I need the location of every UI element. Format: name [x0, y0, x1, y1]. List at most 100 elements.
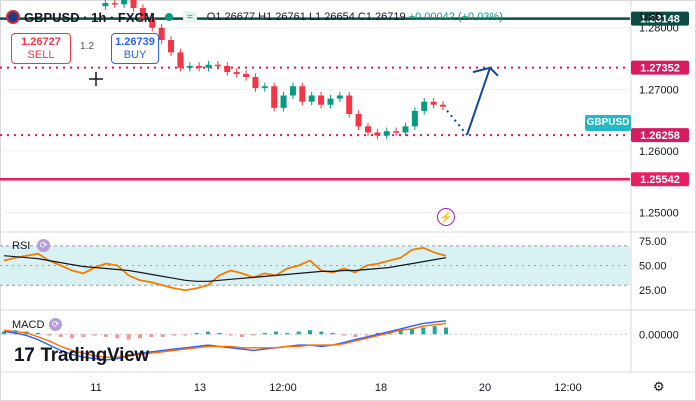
rsi-label[interactable]: RSI: [12, 240, 31, 252]
candle-body: [355, 114, 362, 127]
ohlc-low: L1.26654: [308, 11, 355, 23]
macd-histogram-bar: [262, 332, 267, 335]
tradingview-logo: 17 TradingView: [14, 345, 149, 367]
ohlc-close: C1.26719: [357, 11, 406, 23]
macd-histogram-bar: [58, 334, 63, 337]
macd-histogram-bar: [194, 332, 199, 335]
rsi-settings-icon[interactable]: ⟳: [37, 239, 50, 252]
candle-body: [430, 101, 437, 105]
macd-signal-line: [3, 322, 447, 358]
ohlc-open: O1.26677: [206, 11, 256, 23]
price-level-tag: [631, 60, 689, 75]
currency-selector[interactable]: USD: [640, 11, 664, 23]
macd-histogram-bar: [104, 334, 108, 337]
buy-label: BUY: [123, 48, 147, 61]
candle-body: [327, 98, 334, 105]
macd-histogram-bar: [398, 330, 403, 335]
buy-button[interactable]: 1.26739 BUY: [111, 33, 159, 64]
macd-histogram-bar: [410, 328, 414, 335]
rsi-tick-label: 50.00: [639, 261, 667, 273]
macd-histogram-bar: [149, 334, 154, 337]
time-tick-label: 18: [375, 382, 387, 394]
price-level-label: 1.25542: [640, 174, 680, 186]
candle-body: [289, 86, 296, 96]
sell-button[interactable]: 1.26727 SELL: [11, 33, 71, 64]
market-status-badge: ≈: [182, 11, 197, 23]
gear-icon[interactable]: ⚙: [653, 379, 665, 394]
candle-body: [214, 64, 221, 67]
macd-histogram-bar: [432, 326, 437, 335]
rsi-ma-line: [3, 255, 447, 282]
candle-body: [158, 27, 165, 41]
pair-price-label: GBPUSD: [585, 115, 631, 131]
price-level-tag: [631, 128, 689, 143]
macd-histogram-bar: [92, 334, 97, 336]
macd-histogram-bar: [206, 331, 210, 335]
macd-histogram-bar: [172, 334, 176, 336]
spread-value: 1.2: [80, 41, 94, 52]
market-status-icon: [164, 13, 173, 21]
macd-histogram-bar: [138, 334, 142, 339]
candle-body: [440, 104, 446, 107]
candle-body: [224, 65, 231, 73]
candle-body: [121, 0, 128, 5]
macd-histogram-bar: [285, 332, 290, 335]
candle-body: [308, 95, 315, 102]
macd-histogram-bar: [217, 332, 222, 335]
candle-body: [186, 65, 193, 68]
macd-histogram-bar: [81, 334, 86, 337]
candle-body: [336, 95, 343, 99]
macd-histogram-bar: [183, 334, 188, 336]
candle-body: [383, 131, 390, 136]
time-tick-label: 12:00: [554, 382, 582, 394]
macd-label[interactable]: MACD: [12, 319, 45, 331]
forecast-dotted-path: [446, 109, 468, 136]
candle-body: [243, 73, 250, 78]
flag-icon: [6, 10, 20, 24]
macd-histogram-bar: [2, 331, 6, 335]
symbol-title[interactable]: GBPUSD · 1h · FXCM: [24, 9, 155, 25]
candle-body: [168, 40, 175, 53]
candle-body: [411, 110, 418, 127]
candle-body: [402, 126, 409, 133]
macd-histogram-bar: [353, 334, 358, 337]
time-tick-label: 13: [194, 382, 206, 394]
price-tick-label: 1.25000: [639, 208, 679, 220]
macd-histogram-bar: [342, 334, 346, 336]
macd-histogram-bar: [364, 334, 369, 336]
macd-histogram-bar: [319, 331, 324, 335]
forecast-arrow: [466, 67, 491, 136]
macd-histogram-bar: [47, 334, 52, 336]
ohlc-high: H1.26761: [258, 11, 306, 23]
candle-body: [299, 86, 306, 102]
rsi-tick-label: 25.00: [639, 285, 667, 297]
candle-body: [102, 3, 109, 7]
macd-histogram-bar: [251, 334, 256, 336]
candle-body: [252, 77, 259, 89]
candle-body: [318, 95, 325, 105]
price-tick-label: 1.27000: [639, 84, 679, 96]
price-tick-label: 1.26000: [639, 146, 679, 158]
macd-histogram-bar: [115, 334, 120, 339]
macd-histogram-bar: [36, 332, 40, 335]
candle-body: [139, 8, 146, 19]
candle-body: [205, 64, 212, 68]
macd-histogram-bar: [308, 330, 312, 335]
candle-body: [196, 65, 203, 68]
candle-body: [261, 86, 268, 89]
macd-histogram-bar: [160, 334, 165, 337]
macd-histogram-bar: [228, 334, 233, 336]
candle-body: [271, 86, 278, 108]
forecast-arrowhead: [472, 66, 499, 77]
candle-body: [111, 3, 118, 5]
macd-histogram-bar: [70, 334, 74, 339]
macd-histogram-bar: [274, 331, 278, 335]
candle-body: [130, 0, 137, 9]
ohlc-readout: O1.26677 H1.26761 L1.26654 C1.26719 +0.0…: [207, 11, 503, 23]
macd-settings-icon[interactable]: ⟳: [49, 318, 62, 331]
macd-histogram-bar: [240, 334, 244, 337]
ohlc-change: +0.00042 (+0.03%): [408, 11, 503, 23]
lightning-icon[interactable]: ⚡: [437, 208, 455, 226]
tradingview-mark: 17: [14, 345, 35, 366]
